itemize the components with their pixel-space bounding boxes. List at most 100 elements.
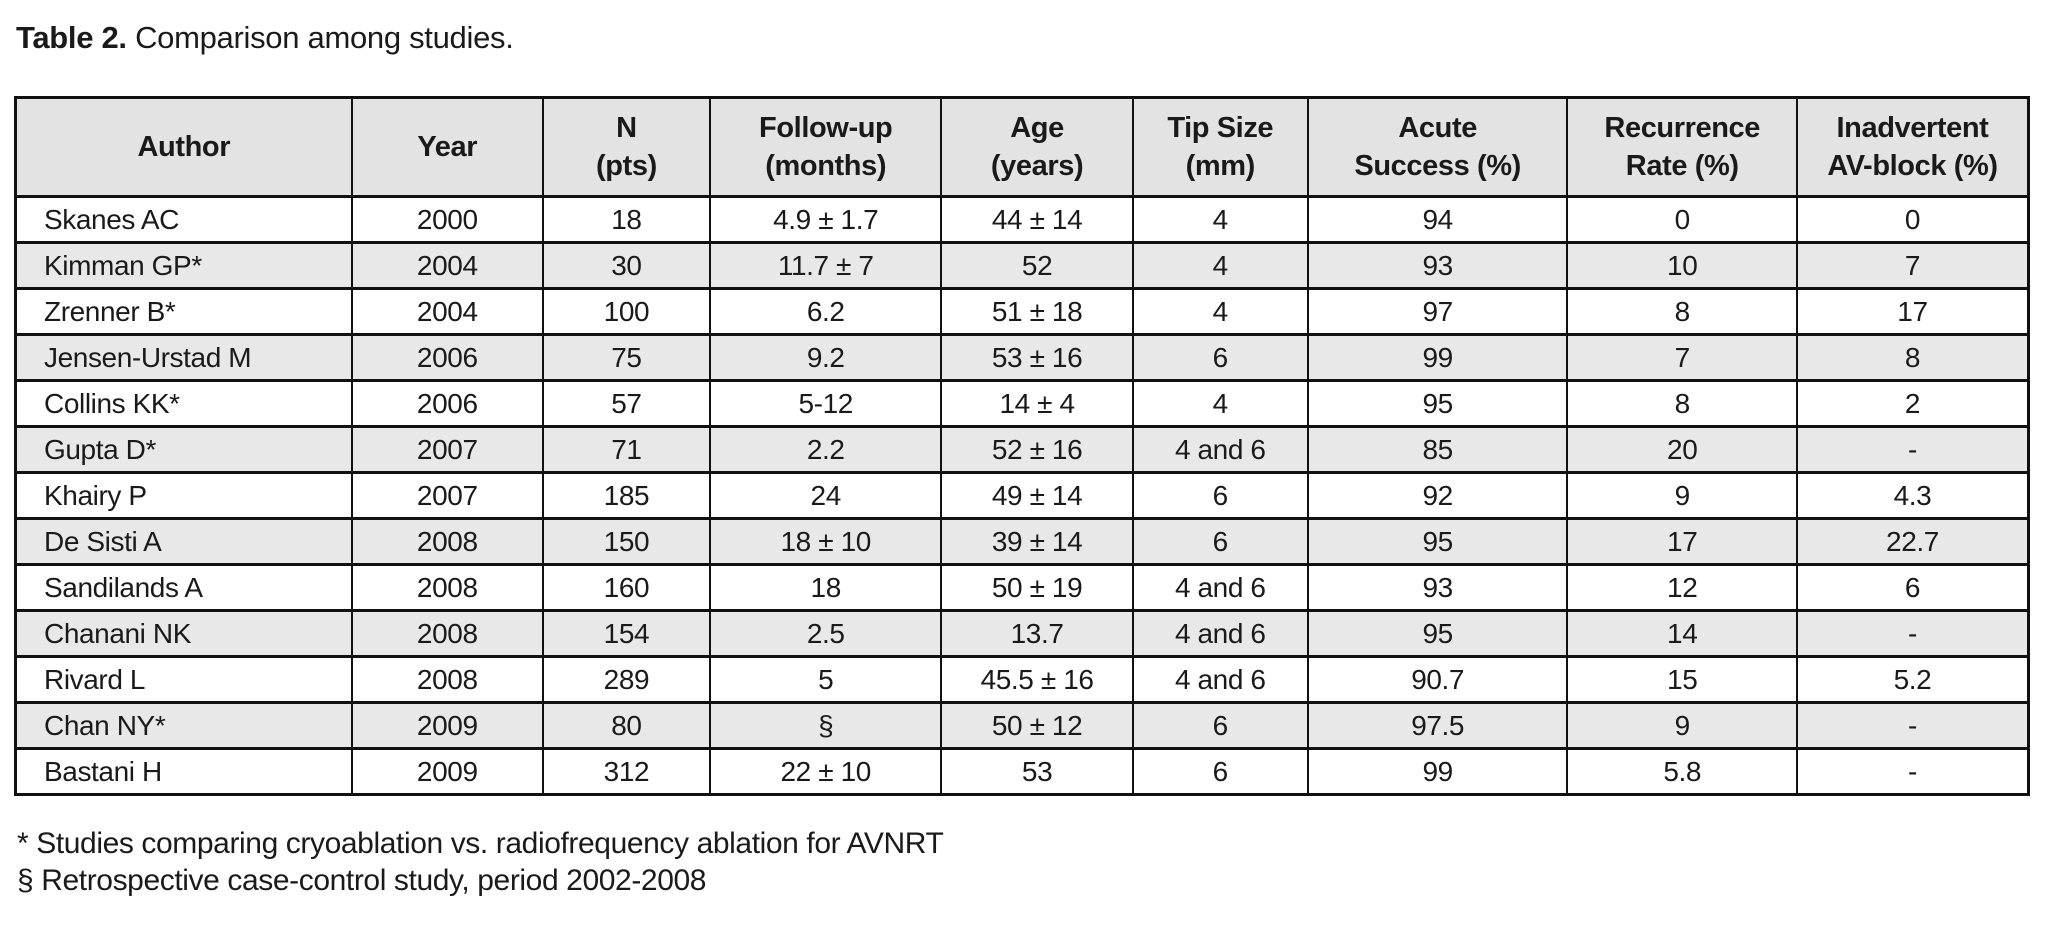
table-cell: 97 <box>1306 287 1569 336</box>
table-cell: 2006 <box>350 379 544 428</box>
author-cell: Rivard L <box>14 655 353 704</box>
table-cell: 6 <box>1131 701 1309 750</box>
table-cell: 52 <box>940 241 1134 290</box>
table-title: Table 2. Comparison among studies. <box>16 20 2031 56</box>
table-cell: 2.2 <box>708 425 943 474</box>
table-cell: 9 <box>1566 471 1798 520</box>
table-cell: 4.3 <box>1795 471 2030 520</box>
table-cell: 44 ± 14 <box>940 195 1134 244</box>
author-cell: De Sisti A <box>14 517 353 566</box>
table-cell: 15 <box>1566 655 1798 704</box>
table-cell: 9.2 <box>708 333 943 382</box>
author-cell: Khairy P <box>14 471 353 520</box>
table-cell: 5.2 <box>1795 655 2030 704</box>
table-cell: 80 <box>541 701 711 750</box>
table-cell: 52 ± 16 <box>940 425 1134 474</box>
table-cell: 6 <box>1795 563 2030 612</box>
table-cell: 2 <box>1795 379 2030 428</box>
table-cell: 4 <box>1131 195 1309 244</box>
table-cell: - <box>1795 701 2030 750</box>
author-cell: Jensen-Urstad M <box>14 333 353 382</box>
page: Table 2. Comparison among studies. Autho… <box>14 20 2031 900</box>
column-header-age: Age (years) <box>940 96 1134 198</box>
table-cell: 18 <box>708 563 943 612</box>
table-cell: 71 <box>541 425 711 474</box>
table-cell: 312 <box>541 747 711 796</box>
table-cell: 2007 <box>350 471 544 520</box>
table-cell: 20 <box>1566 425 1798 474</box>
table-cell: - <box>1795 609 2030 658</box>
table-cell: 2009 <box>350 747 544 796</box>
footnotes: * Studies comparing cryoablation vs. rad… <box>17 826 2031 900</box>
footnote-section-mark: § Retrospective case-control study, peri… <box>17 863 707 897</box>
table-cell: 97.5 <box>1306 701 1569 750</box>
column-header-tip-size: Tip Size (mm) <box>1131 96 1309 198</box>
table-cell: 154 <box>541 609 711 658</box>
column-header-recurrence-rate: Recurrence Rate (%) <box>1566 96 1798 198</box>
table-cell: - <box>1795 747 2030 796</box>
table-cell: 6 <box>1131 517 1309 566</box>
table-cell: 57 <box>541 379 711 428</box>
table-cell: 14 ± 4 <box>940 379 1134 428</box>
column-header-n-pts: N (pts) <box>541 96 711 198</box>
table-cell: 50 ± 12 <box>940 701 1134 750</box>
table-cell: 51 ± 18 <box>940 287 1134 336</box>
author-cell: Gupta D* <box>14 425 353 474</box>
table-row: Chanani NK 2008 154 2.5 13.7 4 and 6 95 14- <box>14 609 2030 658</box>
table-cell: 24 <box>708 471 943 520</box>
table-row: Skanes AC 2000 18 4.9 ± 1.7 44 ± 14 4 94 0 0 <box>14 195 2030 244</box>
table-row: Khairy P 2007 185 24 49 ± 14 6 92 9 4.3 <box>14 471 2030 520</box>
table-row: Sandilands A 2008 160 18 50 ± 19 4 and 6 93 12 6 <box>14 563 2030 612</box>
table-row: Kimman GP* 2004 30 11.7 ± 7 52 4 93 10 7 <box>14 241 2030 290</box>
table-cell: 6.2 <box>708 287 943 336</box>
table-cell: 95 <box>1306 379 1569 428</box>
table-row: Bastani H 2009 312 22 ± 10 53 6 99 5.8- <box>14 747 2030 796</box>
table-header-row: Author Year N (pts) Follow-up (months) A… <box>14 96 2030 198</box>
author-cell: Skanes AC <box>14 195 353 244</box>
table-cell: 2009 <box>350 701 544 750</box>
table-cell: 2004 <box>350 241 544 290</box>
table-cell: 0 <box>1566 195 1798 244</box>
table-cell: 2004 <box>350 287 544 336</box>
table-cell: 2007 <box>350 425 544 474</box>
table-cell: 4 and 6 <box>1131 655 1309 704</box>
author-cell: Bastani H <box>14 747 353 796</box>
table-cell: 99 <box>1306 747 1569 796</box>
column-header-inadvertent-av-block: Inadvertent AV-block (%) <box>1795 96 2030 198</box>
table-cell: 6 <box>1131 333 1309 382</box>
table-cell: 5 <box>708 655 943 704</box>
table-cell: 22.7 <box>1795 517 2030 566</box>
table-cell: 30 <box>541 241 711 290</box>
table-cell: 95 <box>1306 609 1569 658</box>
table-row: De Sisti A 2008 150 18 ± 10 39 ± 14 6 95 17 22.7 <box>14 517 2030 566</box>
table-cell: 50 ± 19 <box>940 563 1134 612</box>
table-cell: 2006 <box>350 333 544 382</box>
table-row: Jensen-Urstad M 2006 75 9.2 53 ± 16 6 99 7 8 <box>14 333 2030 382</box>
table-cell: 4 and 6 <box>1131 563 1309 612</box>
table-cell: 7 <box>1795 241 2030 290</box>
table-row: Zrenner B* 2004 100 6.2 51 ± 18 4 97 8 17 <box>14 287 2030 336</box>
table-row: Rivard L 2008 289 5 45.5 ± 16 4 and 6 90.7 15 5.… <box>14 655 2030 704</box>
table-cell: 8 <box>1795 333 2030 382</box>
table-cell: 22 ± 10 <box>708 747 943 796</box>
table-cell: 2008 <box>350 563 544 612</box>
table-cell: 6 <box>1131 471 1309 520</box>
table-cell: 17 <box>1566 517 1798 566</box>
table-cell: 4 and 6 <box>1131 609 1309 658</box>
author-cell: Zrenner B* <box>14 287 353 336</box>
table-cell: 5-12 <box>708 379 943 428</box>
table-cell: 45.5 ± 16 <box>940 655 1134 704</box>
table-cell: 94 <box>1306 195 1569 244</box>
table-body: Skanes AC 2000 18 4.9 ± 1.7 44 ± 14 4 94 0 0 Kimm… <box>14 195 2030 796</box>
table-cell: - <box>1795 425 2030 474</box>
table-cell: 18 <box>541 195 711 244</box>
table-title-label: Table 2. <box>16 20 127 55</box>
table-cell: 2000 <box>350 195 544 244</box>
table-cell: 8 <box>1566 379 1798 428</box>
table-cell: 90.7 <box>1306 655 1569 704</box>
table-cell: 93 <box>1306 563 1569 612</box>
table-cell: 7 <box>1566 333 1798 382</box>
column-header-acute-success: Acute Success (%) <box>1306 96 1569 198</box>
footnote-asterisk: * Studies comparing cryoablation vs. rad… <box>17 827 944 860</box>
table-cell: 4 <box>1131 287 1309 336</box>
